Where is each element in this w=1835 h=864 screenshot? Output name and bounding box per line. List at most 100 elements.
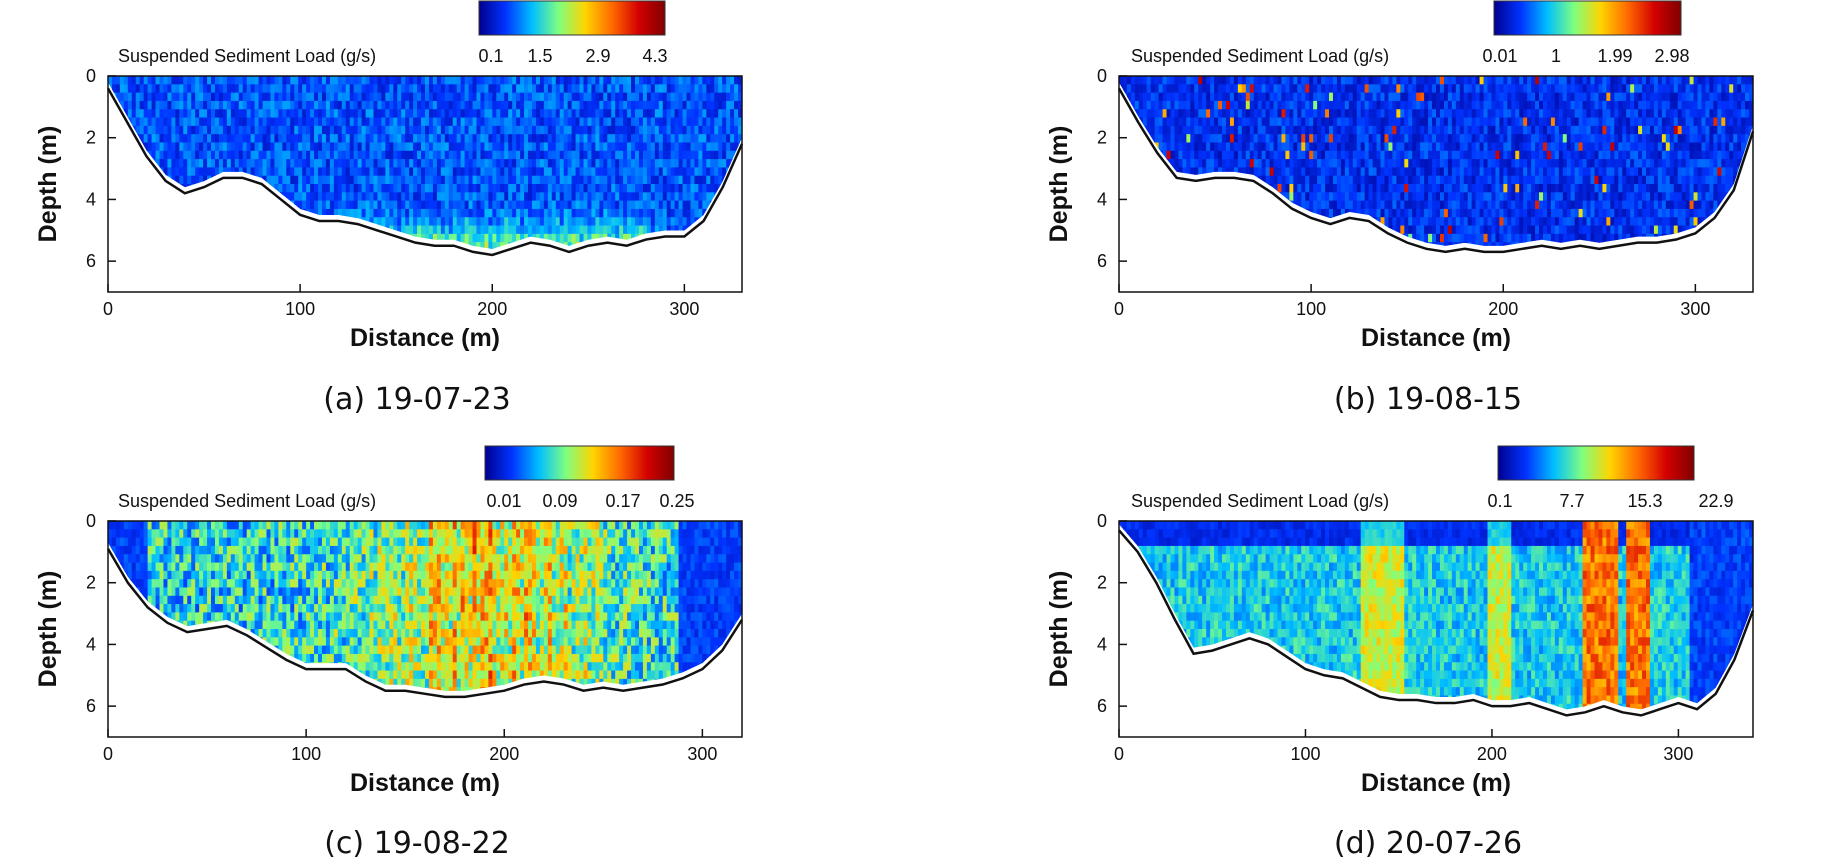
heatmap-cell xyxy=(147,109,153,119)
heatmap-cell xyxy=(159,92,165,102)
heatmap-cell xyxy=(654,109,660,119)
heatmap-cell xyxy=(603,225,608,235)
heatmap-cell xyxy=(1146,184,1152,193)
heatmap-cell xyxy=(492,159,497,168)
heatmap-cell xyxy=(207,200,212,210)
heatmap-cell xyxy=(175,200,180,210)
heatmap-cell xyxy=(155,208,161,218)
heatmap-cell xyxy=(512,259,517,268)
heatmap-cell xyxy=(559,142,565,152)
heatmap-cell xyxy=(381,100,386,110)
heatmap-cell xyxy=(480,184,486,193)
heatmap-cell xyxy=(1158,100,1164,110)
heatmap-cell xyxy=(263,275,268,284)
heatmap-cell xyxy=(325,142,331,152)
heatmap-cell xyxy=(234,200,240,210)
heatmap-cell xyxy=(663,267,668,276)
heatmap-cell xyxy=(329,150,335,160)
heatmap-cell xyxy=(274,142,279,152)
heatmap-cell xyxy=(611,250,616,259)
heatmap-cell xyxy=(151,184,157,193)
heatmap-cell xyxy=(1134,142,1140,152)
heatmap-cell xyxy=(488,100,493,110)
heatmap-cell xyxy=(385,184,390,193)
heatmap-cell xyxy=(278,109,283,119)
heatmap-cell xyxy=(215,267,220,276)
heatmap-cell xyxy=(647,267,652,276)
heatmap-cell xyxy=(694,233,700,243)
heatmap-cell xyxy=(547,200,553,210)
heatmap-cell xyxy=(611,208,616,218)
heatmap-cell xyxy=(714,117,719,127)
heatmap-cell xyxy=(730,175,735,185)
heatmap-cell xyxy=(469,267,474,276)
heatmap-cell xyxy=(377,275,382,284)
heatmap-cell xyxy=(417,100,422,110)
heatmap-cell xyxy=(631,184,636,193)
heatmap-cell xyxy=(583,208,589,218)
heatmap-cell xyxy=(1190,117,1195,127)
heatmap-cell xyxy=(167,92,172,102)
heatmap-cell xyxy=(111,242,117,249)
heatmap-cell xyxy=(251,250,256,259)
heatmap-cell xyxy=(674,92,680,102)
heatmap-cell xyxy=(575,175,581,185)
heatmap-cell xyxy=(432,125,438,135)
heatmap-cell xyxy=(520,175,525,185)
heatmap-cell xyxy=(262,84,268,94)
heatmap-cell xyxy=(318,134,323,144)
heatmap-cell xyxy=(678,217,684,227)
heatmap-cell xyxy=(1126,225,1132,235)
heatmap-cell xyxy=(111,117,117,127)
heatmap-cell xyxy=(1170,76,1176,85)
heatmap-cell xyxy=(1122,109,1128,119)
heatmap-cell xyxy=(512,175,517,185)
heatmap-cell xyxy=(230,117,236,127)
heatmap-cell xyxy=(615,225,620,235)
heatmap-cell xyxy=(1166,100,1172,110)
heatmap-cell xyxy=(734,217,739,227)
heatmap-cell xyxy=(1233,167,1239,177)
heatmap-cell xyxy=(1237,184,1243,193)
heatmap-cell xyxy=(302,84,307,94)
heatmap-cell xyxy=(662,175,668,185)
heatmap-cell xyxy=(500,109,505,119)
heatmap-cell xyxy=(377,92,383,102)
heatmap-cell xyxy=(357,150,363,160)
heatmap-cell xyxy=(266,208,272,218)
heatmap-cell xyxy=(143,233,149,243)
heatmap-cell xyxy=(179,250,184,259)
heatmap-cell xyxy=(207,275,212,284)
heatmap-cell xyxy=(1198,208,1203,218)
heatmap-cell xyxy=(425,125,430,135)
heatmap-cell xyxy=(1237,109,1243,119)
heatmap-cell xyxy=(167,192,172,202)
heatmap-cell xyxy=(508,167,513,177)
heatmap-cell xyxy=(437,259,442,268)
heatmap-cell xyxy=(211,142,216,152)
heatmap-cell xyxy=(425,200,430,210)
heatmap-cell xyxy=(1226,267,1231,276)
heatmap-cell xyxy=(635,259,640,268)
heatmap-cell xyxy=(1170,200,1176,210)
heatmap-cell xyxy=(623,267,628,276)
heatmap-cell xyxy=(547,100,553,110)
heatmap-cell xyxy=(524,142,529,152)
heatmap-cell xyxy=(139,225,145,235)
heatmap-cell xyxy=(1214,200,1219,210)
heatmap-cell xyxy=(496,200,501,210)
heatmap-cell xyxy=(655,250,660,259)
heatmap-cell xyxy=(345,109,351,119)
heatmap-cell xyxy=(531,150,537,160)
heatmap-cell xyxy=(294,92,299,102)
heatmap-cell xyxy=(298,150,303,160)
heatmap-cell xyxy=(211,242,216,249)
heatmap-cell xyxy=(155,192,161,202)
heatmap-cell xyxy=(587,175,593,185)
heatmap-cell xyxy=(1178,125,1183,135)
heatmap-cell xyxy=(357,242,363,249)
heatmap-cell xyxy=(203,242,208,249)
heatmap-cell xyxy=(520,125,525,135)
heatmap-cell xyxy=(473,259,478,268)
heatmap-cell xyxy=(682,175,688,185)
